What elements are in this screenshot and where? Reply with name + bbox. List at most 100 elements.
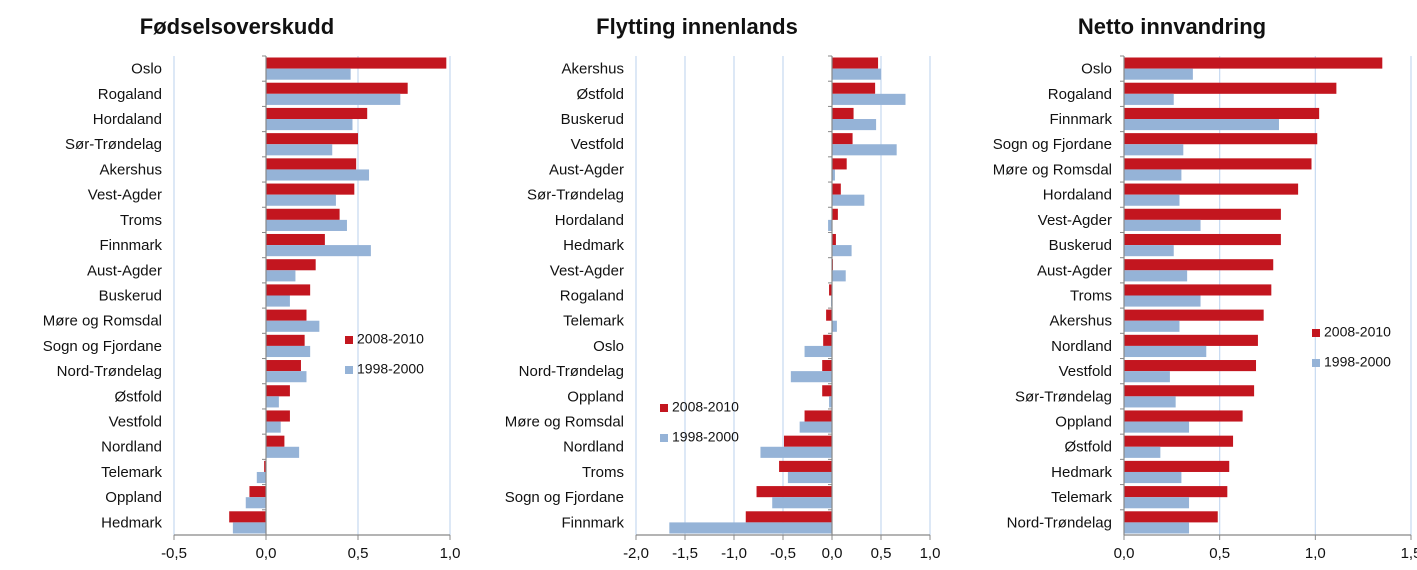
bar (1124, 183, 1299, 195)
bar (1124, 522, 1190, 534)
category-label: Hordaland (1043, 187, 1112, 204)
bar (266, 446, 300, 458)
category-label: Akershus (561, 61, 624, 78)
category-label: Finnmark (561, 514, 624, 531)
category-label: Nordland (1051, 338, 1112, 355)
x-tick-label: 1,5 (1401, 545, 1417, 562)
category-label: Oslo (131, 61, 162, 78)
legend-label: 1998-2000 (1324, 354, 1391, 370)
category-label: Oppland (105, 489, 162, 506)
bar (832, 194, 865, 206)
bar (1124, 471, 1182, 484)
bar (1124, 259, 1274, 271)
x-tick-label: -2,0 (623, 545, 649, 562)
category-label: Buskerud (1049, 237, 1112, 254)
category-label: Nordland (101, 439, 162, 456)
bar (266, 385, 290, 397)
bar (266, 270, 296, 282)
bar (1124, 107, 1320, 120)
bar (745, 511, 832, 523)
bar (1124, 144, 1184, 156)
x-tick-label: 1,0 (920, 545, 941, 562)
bar (266, 68, 351, 80)
category-label: Sogn og Fjordane (993, 136, 1112, 153)
category-label: Oppland (1055, 414, 1112, 431)
bar (1124, 119, 1279, 131)
category-label: Vestfold (571, 136, 624, 153)
bar (1124, 497, 1190, 509)
bar (266, 360, 301, 372)
bar (266, 169, 370, 181)
bar (1124, 460, 1230, 472)
bar (832, 183, 841, 195)
bar (249, 486, 266, 498)
category-label: Østfold (114, 388, 162, 405)
bar (1124, 169, 1182, 181)
bar (266, 133, 358, 145)
bar (266, 259, 316, 271)
bar (1124, 486, 1228, 498)
category-label: Østfold (1064, 439, 1112, 456)
bar (1124, 295, 1201, 307)
legend-label: 2008-2010 (1324, 324, 1391, 340)
bar (266, 158, 357, 170)
x-tick-label: -0,5 (161, 545, 187, 562)
category-label: Buskerud (561, 111, 624, 128)
legend-marker (345, 366, 353, 374)
bar (787, 471, 832, 484)
bar (832, 208, 838, 220)
bar (266, 119, 353, 131)
x-tick-label: 1,0 (440, 545, 461, 562)
bar (266, 194, 336, 206)
bar (760, 446, 832, 458)
bar (756, 486, 832, 498)
category-label: Hedmark (101, 514, 162, 531)
category-label: Østfold (576, 86, 624, 103)
legend-marker (345, 336, 353, 344)
bar (1124, 435, 1234, 447)
bar (822, 385, 832, 397)
x-tick-label: 0,0 (1114, 545, 1135, 562)
legend-marker (660, 434, 668, 442)
x-tick-label: 0,0 (256, 545, 277, 562)
category-label: Møre og Romsdal (505, 414, 624, 431)
bar (1124, 284, 1272, 296)
bar (266, 295, 290, 307)
bar (1124, 57, 1383, 69)
x-tick-label: 0,5 (871, 545, 892, 562)
bar (266, 245, 371, 257)
x-tick-label: 0,5 (1209, 545, 1230, 562)
category-label: Vest-Agder (550, 262, 624, 279)
category-label: Troms (1070, 287, 1112, 304)
bar (232, 522, 266, 534)
legend-marker (1312, 329, 1320, 337)
bar (832, 82, 876, 94)
x-tick-label: -1,5 (672, 545, 698, 562)
bar (266, 435, 285, 447)
bar (1124, 410, 1243, 422)
bar (1124, 360, 1257, 372)
category-label: Aust-Agder (549, 161, 624, 178)
bar (1124, 511, 1218, 523)
bar (829, 284, 832, 296)
category-label: Sogn og Fjordane (43, 338, 162, 355)
bar (256, 471, 266, 484)
bar (832, 169, 835, 181)
legend-label: 1998-2000 (672, 429, 739, 445)
bar (266, 144, 333, 156)
bar (266, 334, 305, 346)
bar (1124, 219, 1201, 231)
bar (832, 93, 906, 105)
bar (1124, 82, 1337, 94)
bar (1124, 446, 1161, 458)
legend-label: 1998-2000 (357, 361, 424, 377)
category-label: Nord-Trøndelag (519, 363, 624, 380)
bar (1124, 270, 1188, 282)
bar (832, 133, 853, 145)
bar (783, 435, 832, 447)
bar (245, 497, 266, 509)
category-label: Telemark (1051, 489, 1112, 506)
bar (1124, 208, 1281, 220)
bar (266, 309, 307, 321)
